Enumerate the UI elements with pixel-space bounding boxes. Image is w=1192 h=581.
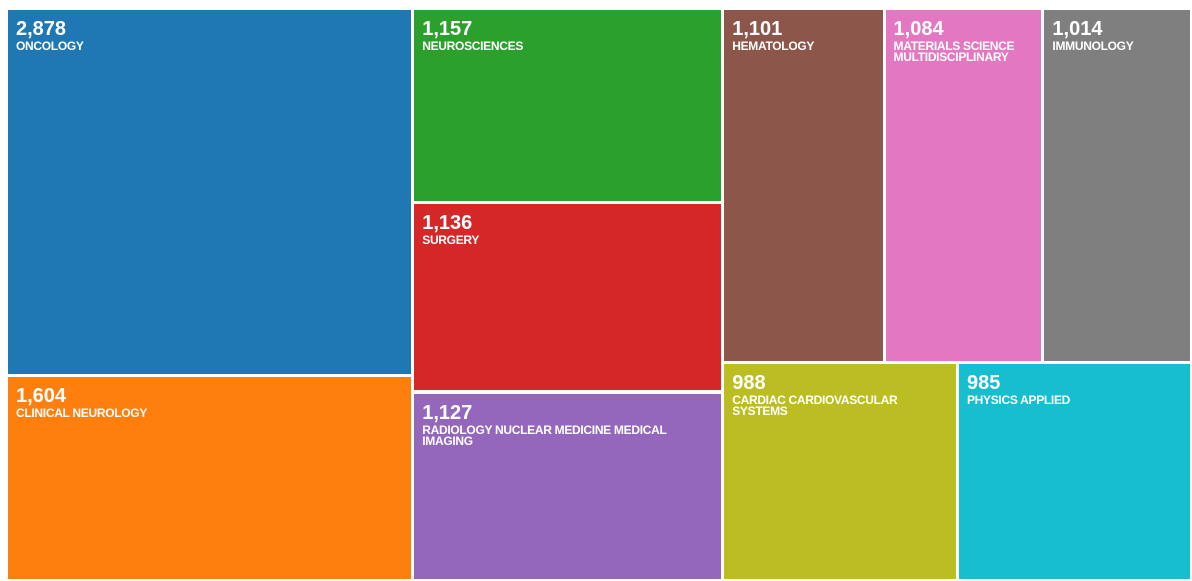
tile: 1,084 MATERIALS SCIENCE MULTIDISCIPLINARY [885,10,1042,361]
tile-value: 1,604 [16,385,67,408]
tile-label: SURGERY [422,232,480,247]
treemap: 2,878 ONCOLOGY 1,604 CLINICAL NEUROLOGY 1,15… [7,9,1192,581]
tile-value: 1,101 [732,18,783,40]
tile: 988 CARDIAC CARDIOVASCULAR SYSTEMS [724,363,956,579]
tile: 985 PHYSICS APPLIED [958,363,1190,579]
tile: 1,604 CLINICAL NEUROLOGY [8,377,412,579]
tile: 2,878 ONCOLOGY [8,10,412,375]
tile-label: IMMUNOLOGY [1052,39,1134,53]
tile: 1,014 IMMUNOLOGY [1044,10,1190,361]
tile-value: 2,878 [16,18,67,40]
tile-value: 1,157 [422,18,473,40]
tile: 1,101 HEMATOLOGY [724,10,883,361]
tile: 1,127 RADIOLOGY NUCLEAR MEDICINE MEDICAL … [414,393,722,579]
tile: 1,136 SURGERY [414,203,722,391]
tile-value: 1,127 [422,401,473,424]
tile-label: MATERIALS SCIENCE MULTIDISCIPLINARY [893,39,1015,64]
tile-label: CARDIAC CARDIOVASCULAR SYSTEMS [732,392,898,418]
tile-label: CLINICAL NEUROLOGY [16,406,148,421]
tile: 1,157 NEUROSCIENCES [414,10,722,201]
tile-value: 985 [966,371,1001,394]
tile-label: HEMATOLOGY [732,39,815,53]
tile-label: PHYSICS APPLIED [966,392,1071,407]
tile-label: NEUROSCIENCES [422,39,524,53]
tile-label: RADIOLOGY NUCLEAR MEDICINE MEDICAL IMAGI… [422,422,667,448]
tile-value: 1,084 [893,18,944,40]
tile-value: 988 [732,371,766,394]
tile-value: 1,136 [422,211,473,234]
tile-value: 1,014 [1052,18,1103,40]
tile-label: ONCOLOGY [16,39,84,53]
